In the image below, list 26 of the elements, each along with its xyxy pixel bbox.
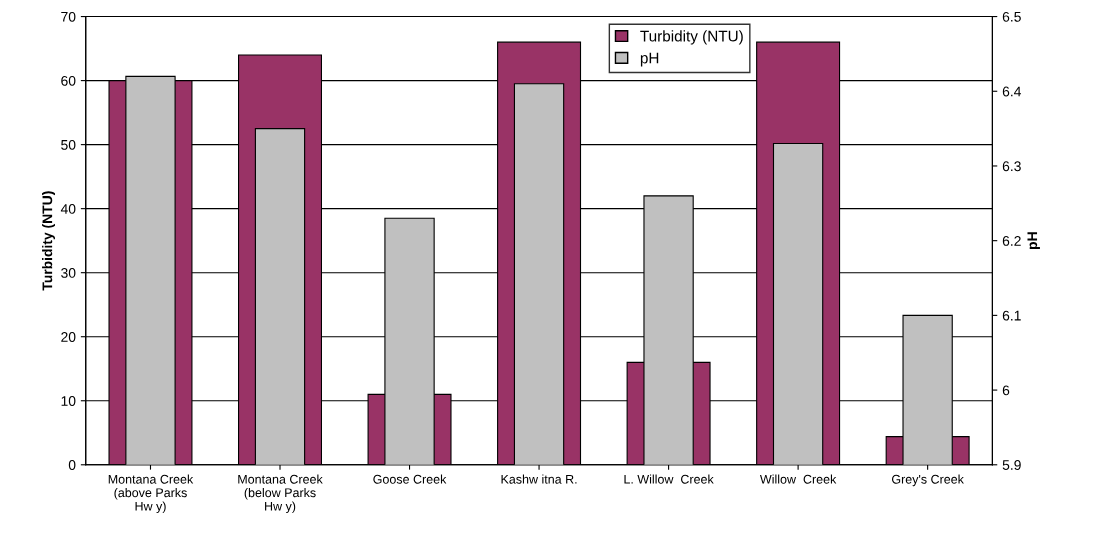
y-tick-label: 30	[61, 268, 76, 278]
y-tick-label: 10	[61, 396, 76, 406]
legend-label: pH	[640, 52, 659, 67]
y-axis-title: Turbidity (NTU)	[42, 191, 55, 291]
y-tick-label: 40	[60, 203, 76, 214]
x-tick-label: Grey's Creek	[891, 474, 964, 487]
x-tick-label: Montana Creek (below Parks Hw y)	[238, 474, 323, 514]
x-tick-label: L. Willow Creek	[624, 474, 714, 484]
y2-tick-label: 6.3	[1002, 161, 1021, 172]
y2-tick-label: 6.5	[1002, 11, 1021, 22]
x-tick-label: Willow Creek	[759, 474, 837, 484]
y-tick-label: 50	[61, 139, 76, 150]
legend-label: Turbidity (NTU)	[640, 30, 743, 45]
y2-tick-label: 6	[1002, 385, 1010, 396]
y-tick-label: 0	[68, 460, 76, 470]
y-tick-label: 60	[61, 75, 76, 86]
x-tick-label: Kashw itna R.	[501, 474, 577, 484]
y2-tick-label: 5.9	[1002, 460, 1021, 470]
y2-axis-title: pH	[1027, 232, 1040, 250]
x-tick-label: Goose Creek	[373, 474, 447, 484]
y2-tick-label: 6.1	[1002, 310, 1021, 321]
x-tick-label: Montana Creek (above Parks Hw y)	[108, 474, 194, 514]
y2-tick-label: 6.4	[1002, 86, 1022, 97]
y-tick-label: 20	[61, 332, 76, 342]
y-tick-label: 70	[61, 11, 76, 22]
y2-tick-label: 6.2	[1002, 236, 1021, 246]
